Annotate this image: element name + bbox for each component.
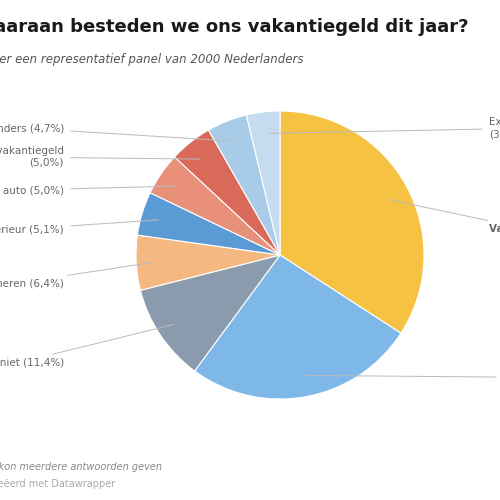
Text: Vakantie (3...: Vakantie (3... (388, 200, 500, 234)
Text: Spaarvakantiegeld
(5,0%): Spaarvakantiegeld (5,0%) (0, 146, 200, 168)
Wedge shape (174, 130, 280, 255)
Text: Nieuwe auto (5,0%): Nieuwe auto (5,0%) (0, 185, 174, 195)
Text: Interieur (5,1%): Interieur (5,1%) (0, 220, 158, 234)
Text: Waaraan besteden we ons vakantiegeld dit jaar?: Waaraan besteden we ons vakantiegeld dit… (0, 18, 468, 36)
Text: Anders (4,7%): Anders (4,7%) (0, 124, 230, 141)
Wedge shape (136, 235, 280, 290)
Text: Men kon meerdere antwoorden geven: Men kon meerdere antwoorden geven (0, 462, 162, 472)
Text: Extra hypot...
(3,9%): Extra hypot... (3,9%) (270, 118, 500, 139)
Wedge shape (246, 111, 280, 255)
Wedge shape (280, 111, 424, 333)
Text: Weet niet (11,4%): Weet niet (11,4%) (0, 324, 174, 368)
Text: Gecreëerd met Datawrapper: Gecreëerd met Datawrapper (0, 479, 115, 489)
Text: Onder een representatief panel van 2000 Nederlanders: Onder een representatief panel van 2000 … (0, 52, 304, 66)
Text: Consumeren (6,4%): Consumeren (6,4%) (0, 262, 154, 289)
Text: Sparen (27,...: Sparen (27,... (306, 372, 500, 382)
Wedge shape (138, 192, 280, 255)
Wedge shape (208, 115, 280, 255)
Wedge shape (150, 157, 280, 255)
Wedge shape (194, 255, 401, 399)
Wedge shape (140, 255, 280, 371)
